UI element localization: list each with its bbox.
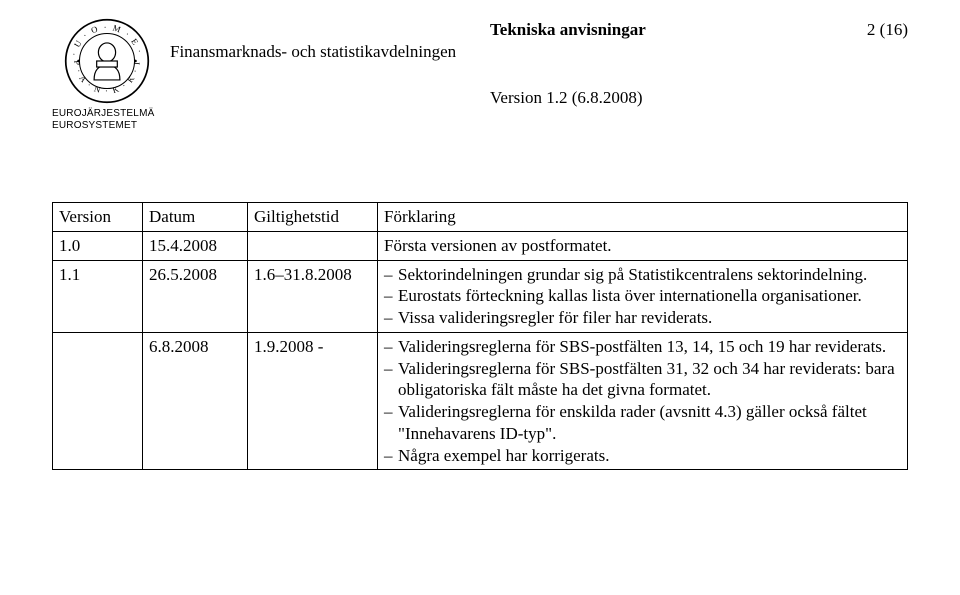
logo-subtext: EUROJÄRJESTELMÄ EUROSYSTEMET [52,108,162,132]
list-item: Sektorindelningen grundar sig på Statist… [384,264,901,286]
cell-explanation: Sektorindelningen grundar sig på Statist… [378,260,908,332]
page-header: S · U · O · M · E · N P · A · N · K · K … [52,18,908,132]
bank-seal-icon: S · U · O · M · E · N P · A · N · K · K … [64,18,150,104]
version-line: Version 1.2 (6.8.2008) [490,88,908,108]
list-item: Eurostats förteckning kallas lista över … [384,285,901,307]
cell-explanation: Valideringsreglerna för SBS-postfälten 1… [378,332,908,470]
cell-version [53,332,143,470]
col-date: Datum [143,203,248,232]
department-name: Finansmarknads- och statistikavdelningen [170,42,908,62]
cell-version: 1.1 [53,260,143,332]
list-item: Vissa valideringsregler för filer har re… [384,307,901,329]
col-validity: Giltighetstid [248,203,378,232]
cell-explanation: Första versionen av postformatet. [378,231,908,260]
logo-sub-line-2: EUROSYSTEMET [52,120,162,132]
col-explanation: Förklaring [378,203,908,232]
cell-version: 1.0 [53,231,143,260]
cell-date: 26.5.2008 [143,260,248,332]
cell-validity: 1.9.2008 - [248,332,378,470]
explanation-list: Sektorindelningen grundar sig på Statist… [384,264,901,329]
table-header-row: Version Datum Giltighetstid Förklaring [53,203,908,232]
list-item: Några exempel har korrigerats. [384,445,901,467]
list-item: Valideringsreglerna för enskilda rader (… [384,401,901,445]
cell-validity [248,231,378,260]
logo-sub-line-1: EUROJÄRJESTELMÄ [52,108,162,120]
header-text-block: Tekniska anvisningar 2 (16) Finansmarkna… [162,18,908,108]
doc-title: Tekniska anvisningar [490,20,646,40]
table-row: 6.8.2008 1.9.2008 - Valideringsreglerna … [53,332,908,470]
table-row: 1.0 15.4.2008 Första versionen av postfo… [53,231,908,260]
page-number: 2 (16) [867,20,908,40]
cell-date: 6.8.2008 [143,332,248,470]
cell-validity: 1.6–31.8.2008 [248,260,378,332]
explanation-list: Valideringsreglerna för SBS-postfälten 1… [384,336,901,467]
cell-date: 15.4.2008 [143,231,248,260]
table-row: 1.1 26.5.2008 1.6–31.8.2008 Sektorindeln… [53,260,908,332]
list-item: Valideringsreglerna för SBS-postfälten 3… [384,358,901,402]
list-item: Valideringsreglerna för SBS-postfälten 1… [384,336,901,358]
col-version: Version [53,203,143,232]
version-table-wrap: Version Datum Giltighetstid Förklaring 1… [52,202,908,470]
version-table: Version Datum Giltighetstid Förklaring 1… [52,202,908,470]
logo-block: S · U · O · M · E · N P · A · N · K · K … [52,18,162,132]
